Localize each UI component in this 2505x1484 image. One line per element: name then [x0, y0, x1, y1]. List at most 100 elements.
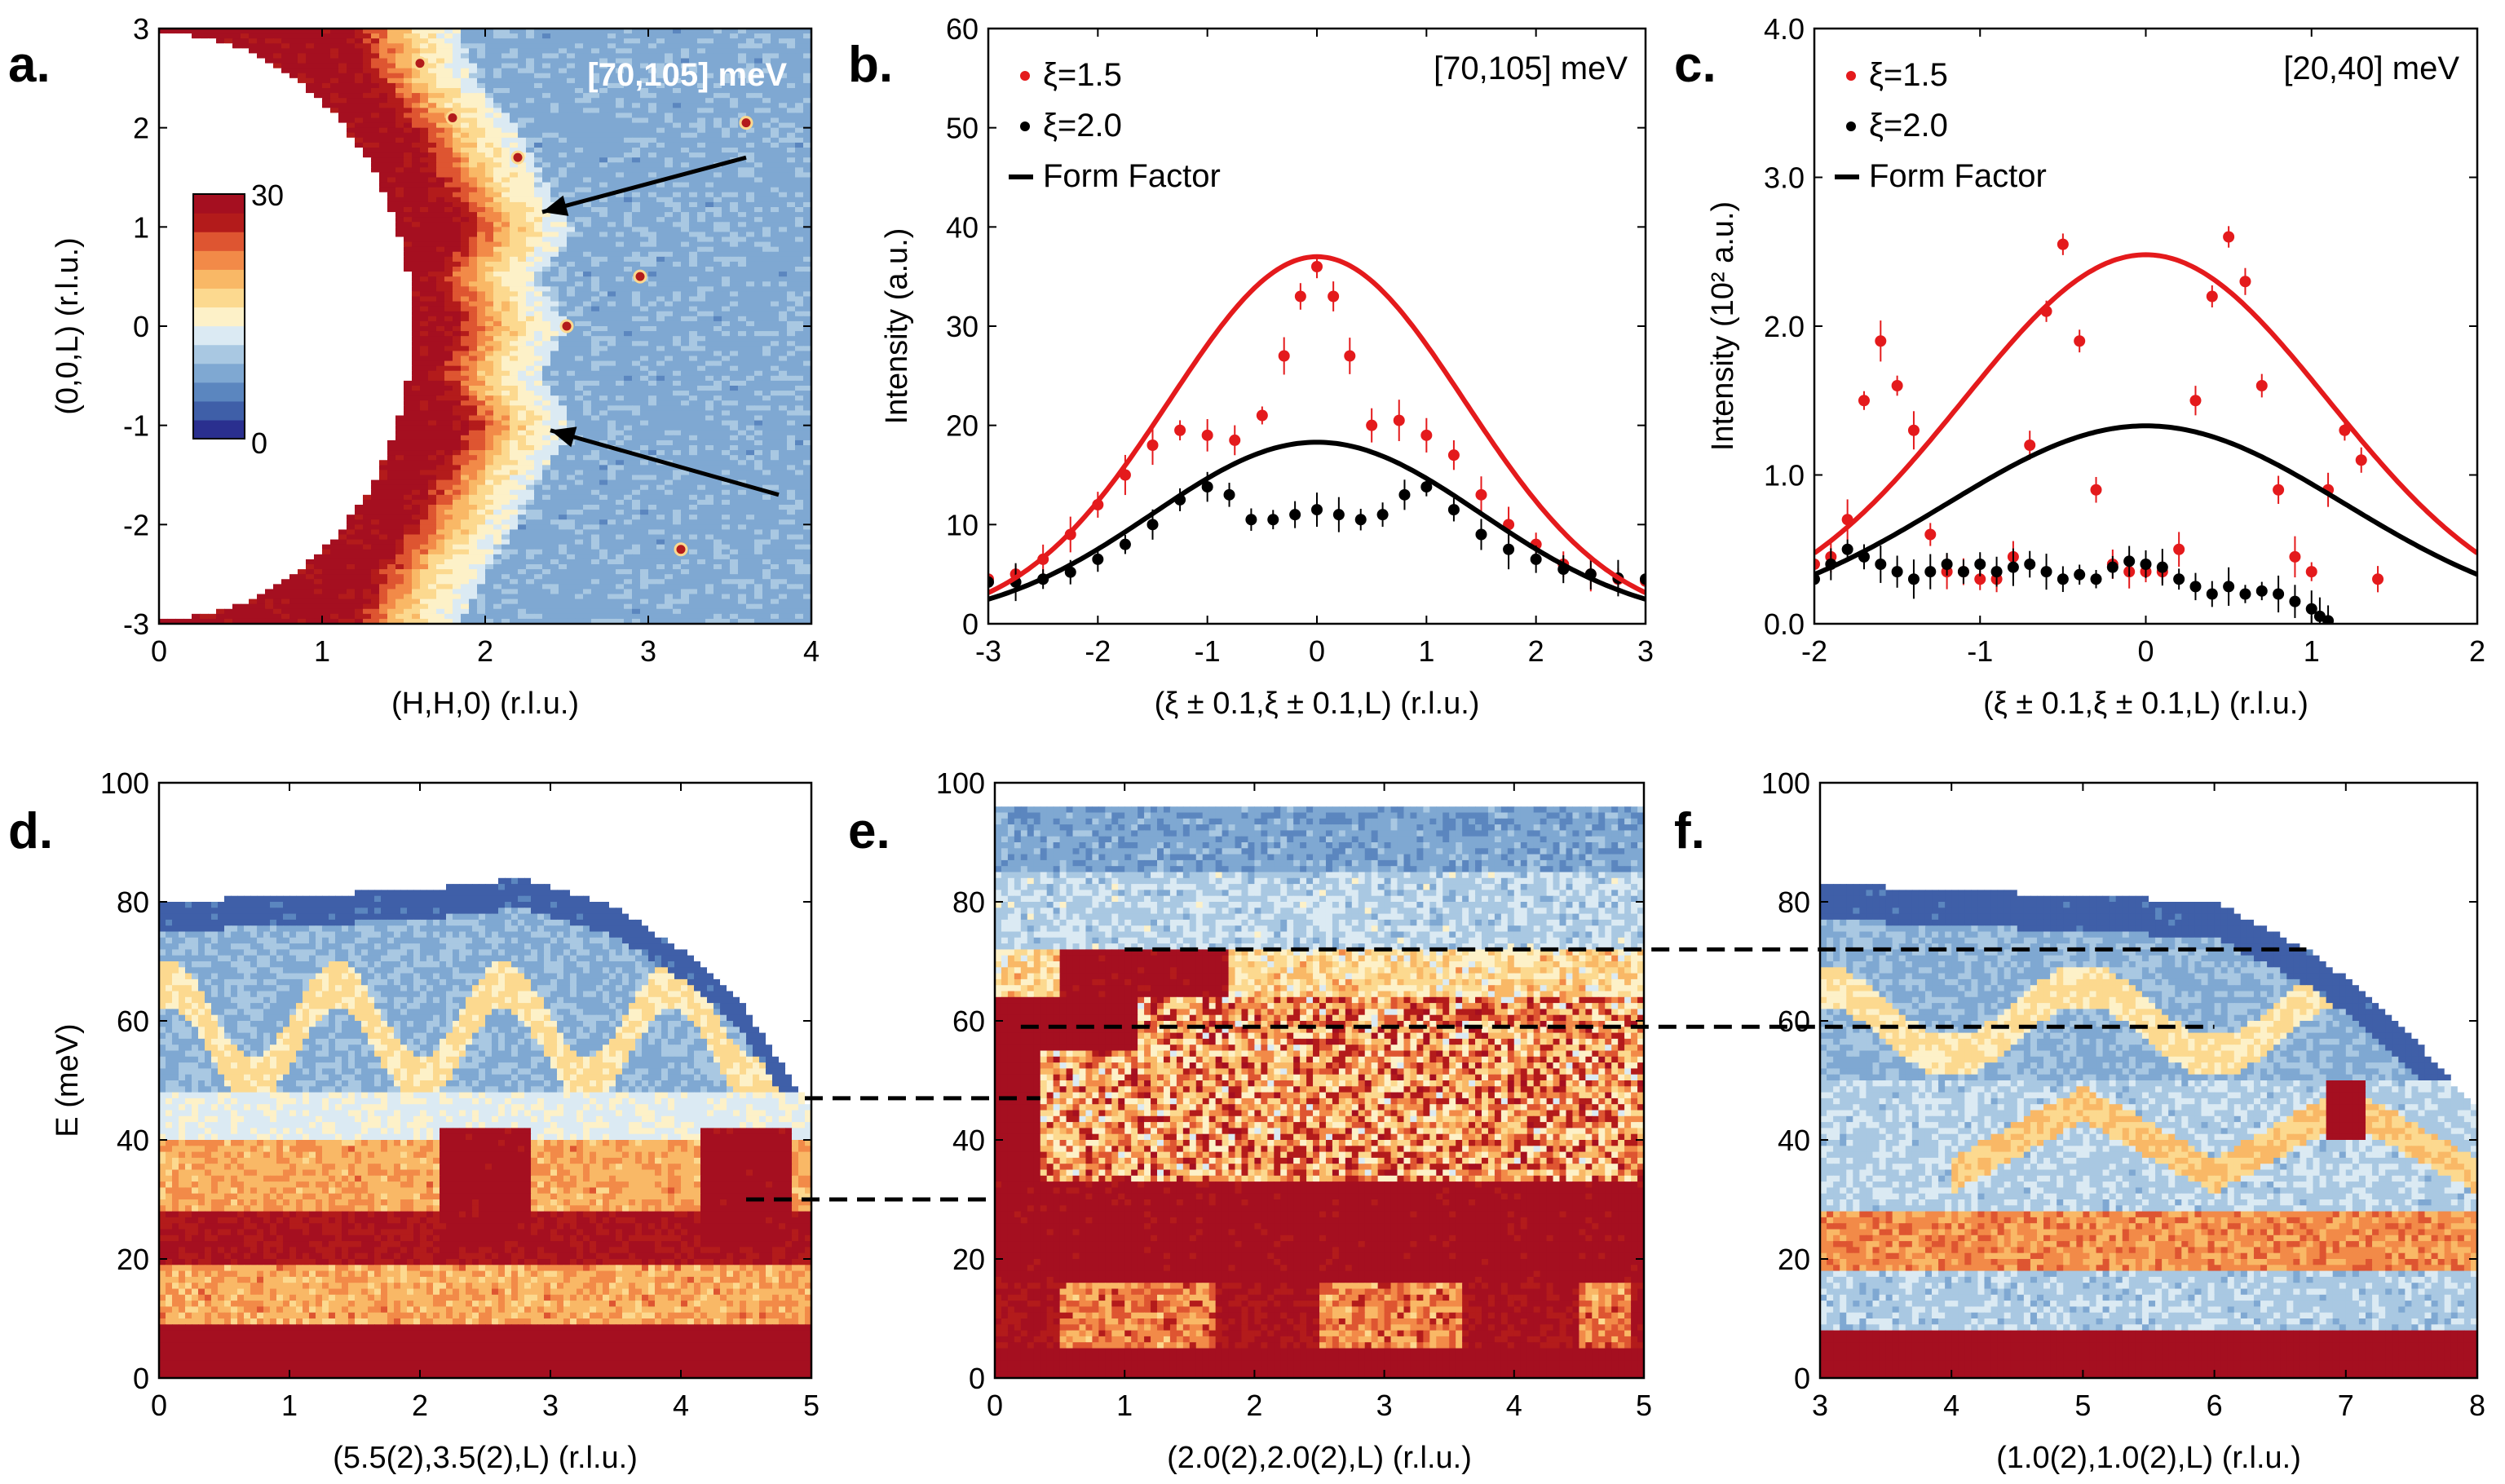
heatmap-cell	[395, 48, 404, 54]
heatmap-cell	[485, 33, 494, 39]
heatmap-cell	[526, 64, 535, 69]
heatmap-cell	[583, 48, 592, 54]
heatmap-cell	[159, 48, 168, 54]
heatmap-cell	[436, 64, 445, 69]
heatmap-cell	[632, 38, 641, 44]
heatmap-cell	[273, 59, 282, 64]
heatmap-cell	[265, 59, 274, 64]
heatmap-cell	[216, 48, 225, 54]
heatmap-cell	[249, 68, 258, 74]
heatmap-cell	[257, 73, 266, 79]
heatmap-cell	[795, 38, 804, 44]
heatmap-cell	[322, 64, 331, 69]
heatmap-cell	[624, 38, 633, 44]
heatmap-cell	[599, 43, 608, 49]
heatmap-cell	[306, 64, 315, 69]
heatmap-cell	[183, 33, 192, 39]
heatmap-cell	[363, 73, 372, 79]
heatmap-cell	[420, 38, 429, 44]
heatmap-cell	[371, 48, 380, 54]
heatmap-cell	[607, 33, 616, 39]
heatmap-cell	[183, 64, 192, 69]
heatmap-cell	[298, 83, 307, 89]
heatmap-cell	[347, 33, 356, 39]
heatmap-cell	[289, 43, 298, 49]
heatmap-cell	[281, 43, 290, 49]
heatmap-cell	[257, 43, 266, 49]
heatmap-cell	[395, 53, 404, 59]
heatmap-cell	[314, 43, 323, 49]
heatmap-cell	[453, 78, 462, 84]
heatmap-cell	[379, 64, 388, 69]
heatmap-cell	[469, 64, 478, 69]
heatmap-cell	[542, 68, 551, 74]
heatmap-cell	[550, 38, 559, 44]
heatmap-cell	[183, 78, 192, 84]
heatmap-cell	[453, 48, 462, 54]
heatmap-cell	[192, 64, 201, 69]
heatmap-cell	[477, 64, 486, 69]
heatmap-cell	[779, 43, 788, 49]
heatmap-cell	[550, 83, 559, 89]
heatmap-cell	[322, 43, 331, 49]
heatmap-cell	[689, 33, 698, 39]
heatmap-cell	[289, 68, 298, 74]
heatmap-cell	[330, 48, 339, 54]
heatmap-cell	[289, 53, 298, 59]
heatmap-cell	[501, 38, 510, 44]
heatmap-cell	[192, 59, 201, 64]
heatmap-cell	[518, 83, 527, 89]
heatmap-cell	[241, 33, 250, 39]
heatmap-cell	[347, 83, 356, 89]
heatmap-cell	[493, 43, 502, 49]
heatmap-cell	[395, 68, 404, 74]
heatmap-cell	[624, 43, 633, 49]
heatmap-cell	[330, 53, 339, 59]
heatmap-cell	[754, 38, 763, 44]
heatmap-cell	[714, 43, 722, 49]
heatmap-cell	[697, 43, 706, 49]
heatmap-cell	[795, 53, 804, 59]
heatmap-cell	[412, 78, 421, 84]
heatmap-cell	[281, 73, 290, 79]
heatmap-cell	[159, 59, 168, 64]
heatmap-cell	[681, 48, 690, 54]
heatmap-cell	[697, 48, 706, 54]
heatmap-cell	[224, 78, 233, 84]
heatmap-cell	[428, 43, 437, 49]
heatmap-cell	[599, 48, 608, 54]
heatmap-cell	[167, 48, 176, 54]
heatmap-cell	[485, 78, 494, 84]
heatmap-cell	[681, 43, 690, 49]
heatmap-cell	[363, 68, 372, 74]
heatmap-cell	[249, 78, 258, 84]
heatmap-cell	[510, 43, 519, 49]
heatmap-cell	[273, 68, 282, 74]
heatmap-cell	[232, 43, 241, 49]
heatmap-cell	[298, 78, 307, 84]
heatmap-cell	[754, 33, 763, 39]
heatmap-cell	[493, 83, 502, 89]
heatmap-cell	[347, 38, 356, 44]
heatmap-cell	[298, 73, 307, 79]
heatmap-cell	[330, 43, 339, 49]
heatmap-cell	[183, 68, 192, 74]
heatmap-cell	[681, 33, 690, 39]
heatmap-cell	[208, 43, 217, 49]
heatmap-cell	[485, 48, 494, 54]
heatmap-cell	[363, 64, 372, 69]
heatmap-cell	[371, 83, 380, 89]
heatmap-cell	[265, 78, 274, 84]
heatmap-cell	[567, 83, 576, 89]
heatmap-cell	[485, 64, 494, 69]
heatmap-cell	[338, 53, 347, 59]
heatmap-cell	[257, 59, 266, 64]
heatmap-cell	[404, 38, 413, 44]
heatmap-cell	[575, 33, 584, 39]
heatmap-cell	[795, 59, 804, 64]
heatmap-cell	[461, 59, 470, 64]
heatmap-cell	[559, 73, 568, 79]
heatmap-cell	[673, 33, 682, 39]
heatmap-cell	[787, 53, 796, 59]
heatmap-cell	[363, 78, 372, 84]
